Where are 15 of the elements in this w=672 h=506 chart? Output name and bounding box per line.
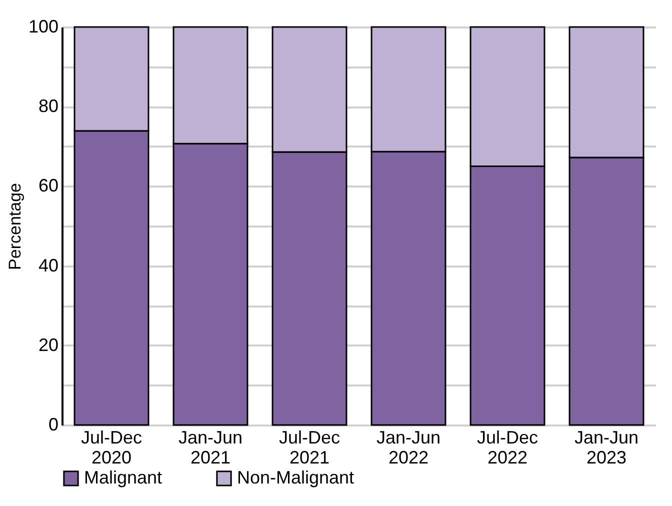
y-tick-label: 60	[38, 176, 58, 196]
y-tick-label: 80	[38, 96, 58, 116]
y-tick-label: 0	[48, 414, 58, 434]
y-axis-title: Percentage	[5, 183, 24, 270]
x-tick-label: Jan-Jun 2023	[574, 428, 639, 468]
x-tick-label: Jul-Dec 2021	[278, 428, 340, 468]
x-tick-label: Jan-Jun 2021	[178, 428, 243, 468]
y-tick-label: 20	[38, 334, 58, 355]
y-tick-label: 100	[28, 16, 58, 36]
x-tick-label: Jul-Dec 2020	[80, 428, 142, 468]
legend-label: Malignant	[84, 467, 162, 488]
x-tick-label: Jul-Dec 2022	[476, 428, 538, 468]
legend-label: Non-Malignant	[237, 467, 354, 488]
x-tick-label: Jan-Jun 2022	[376, 428, 441, 468]
y-tick-label: 40	[38, 255, 58, 276]
